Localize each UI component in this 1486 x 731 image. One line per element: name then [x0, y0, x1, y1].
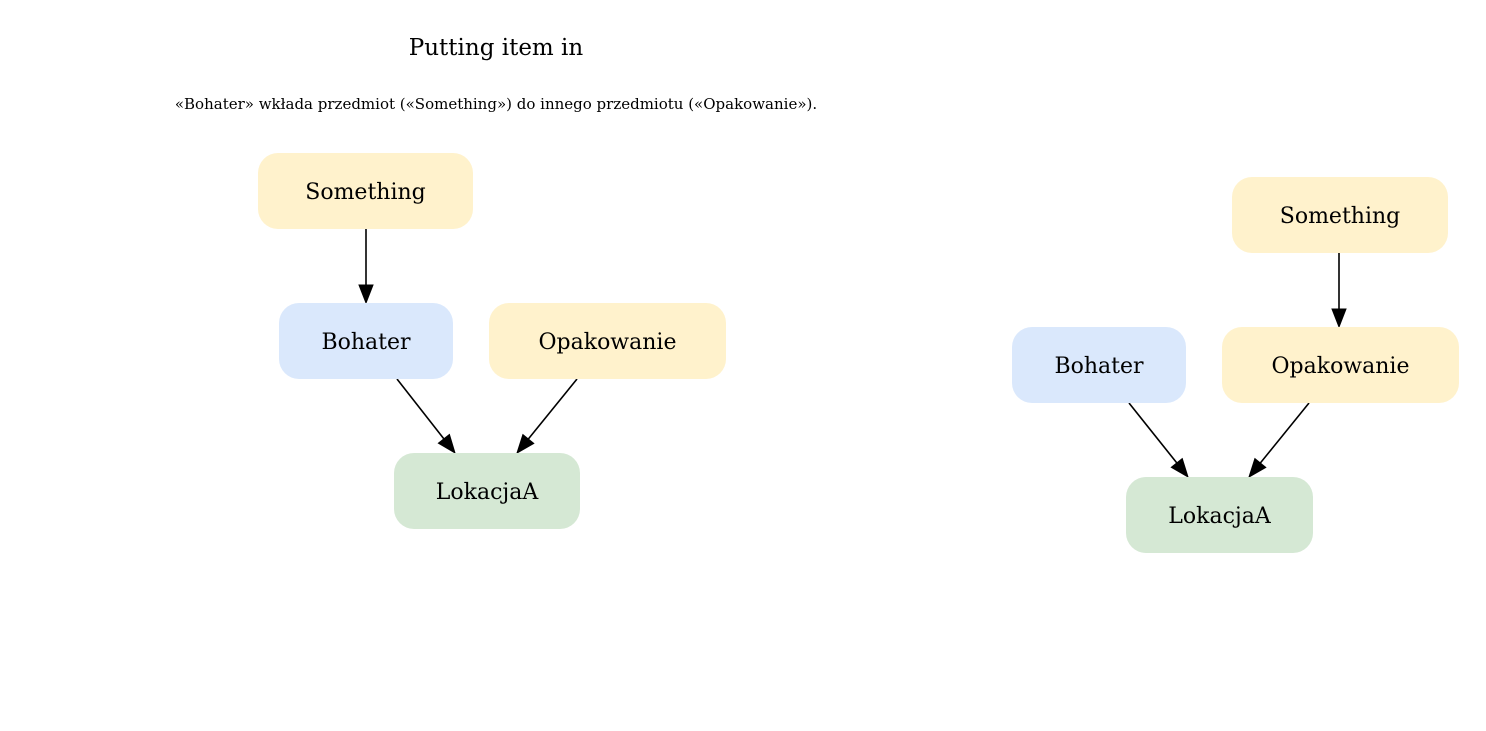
node-lokacja: LokacjaA: [394, 453, 580, 529]
node-lokacja-label: LokacjaA: [436, 480, 540, 505]
node-bohater-box: [279, 303, 453, 379]
node-something: Something: [1232, 177, 1448, 253]
node-something-box: [258, 153, 473, 229]
edge-opakowanie-to-lokacja-line: [527, 378, 578, 440]
node-lokacja: LokacjaA: [1126, 477, 1313, 553]
edge-something-to-bohater-arrowhead: [358, 284, 374, 305]
edge-bohater-to-lokacja-line: [396, 378, 445, 440]
node-opakowanie: Opakowanie: [1222, 327, 1459, 403]
node-opakowanie-label: Opakowanie: [539, 330, 677, 355]
node-lokacja-box: [1126, 477, 1313, 553]
node-bohater-label: Bohater: [1054, 354, 1144, 379]
graph-after: Something Bohater Opakowanie LokacjaA: [1012, 177, 1459, 553]
node-something-label: Something: [305, 180, 426, 205]
edge-opakowanie-to-lokacja-arrowhead: [1248, 457, 1267, 479]
node-bohater-box: [1012, 327, 1186, 403]
edge-bohater-to-lokacja-arrowhead: [1170, 457, 1189, 479]
node-lokacja-box: [394, 453, 580, 529]
diagram-title: Putting item in: [408, 35, 584, 61]
node-something-label: Something: [1280, 204, 1401, 229]
node-something: Something: [258, 153, 473, 229]
graph-before: Something Bohater Opakowanie LokacjaA: [258, 153, 726, 529]
node-opakowanie-box: [1222, 327, 1459, 403]
node-something-box: [1232, 177, 1448, 253]
diagram-subtitle: «Bohater» wkłada przedmiot («Something»)…: [174, 95, 818, 113]
node-opakowanie-label: Opakowanie: [1272, 354, 1410, 379]
edge-opakowanie-to-lokacja-arrowhead: [516, 433, 535, 455]
edge-bohater-to-lokacja-line: [1128, 402, 1178, 464]
node-opakowanie-box: [489, 303, 726, 379]
node-opakowanie: Opakowanie: [489, 303, 726, 379]
node-bohater-label: Bohater: [321, 330, 411, 355]
node-bohater: Bohater: [279, 303, 453, 379]
edge-something-to-opakowanie-arrowhead: [1331, 308, 1347, 329]
node-bohater: Bohater: [1012, 327, 1186, 403]
node-lokacja-label: LokacjaA: [1168, 504, 1272, 529]
edge-opakowanie-to-lokacja-line: [1259, 402, 1310, 464]
edge-bohater-to-lokacja-arrowhead: [437, 433, 456, 455]
